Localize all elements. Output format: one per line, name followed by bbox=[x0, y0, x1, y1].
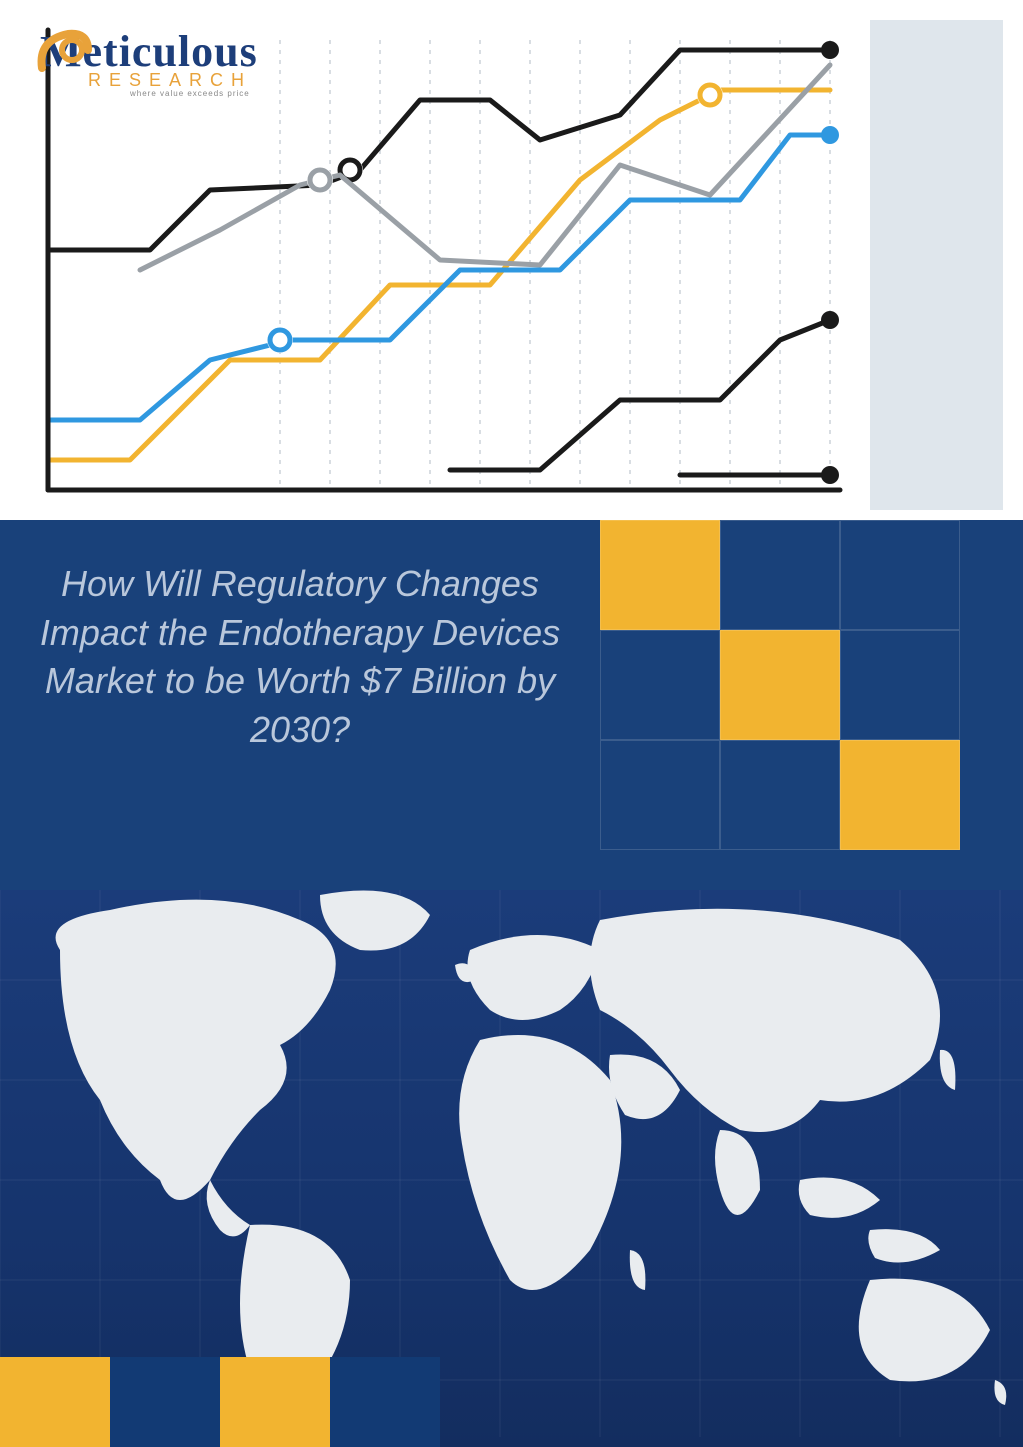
checker-cell bbox=[600, 740, 720, 850]
logo-tagline: where value exceeds price bbox=[130, 89, 310, 98]
checker-cell bbox=[600, 520, 720, 630]
logo-sub-text: RESEARCH bbox=[88, 70, 310, 91]
world-map-svg bbox=[0, 890, 1023, 1437]
checker-cell bbox=[720, 630, 840, 740]
checker-cell bbox=[720, 520, 840, 630]
checker-cell bbox=[330, 1357, 440, 1447]
report-cover-page: Meticulous RESEARCH where value exceeds … bbox=[0, 0, 1023, 1447]
checker-cell bbox=[840, 740, 960, 850]
checker-cell bbox=[840, 520, 960, 630]
world-map-section bbox=[0, 890, 1023, 1447]
checker-cell bbox=[220, 1357, 330, 1447]
checker-cell bbox=[110, 1357, 220, 1447]
logo-swoosh-icon bbox=[34, 26, 94, 86]
brand-logo: Meticulous RESEARCH where value exceeds … bbox=[40, 30, 310, 130]
report-title: How Will Regulatory Changes Impact the E… bbox=[20, 560, 580, 754]
checker-cell bbox=[840, 630, 960, 740]
checker-cell bbox=[0, 1357, 110, 1447]
chart-right-gutter bbox=[870, 20, 1003, 510]
checker-cell bbox=[600, 630, 720, 740]
title-band: How Will Regulatory Changes Impact the E… bbox=[0, 520, 1023, 890]
checker-cell bbox=[720, 740, 840, 850]
